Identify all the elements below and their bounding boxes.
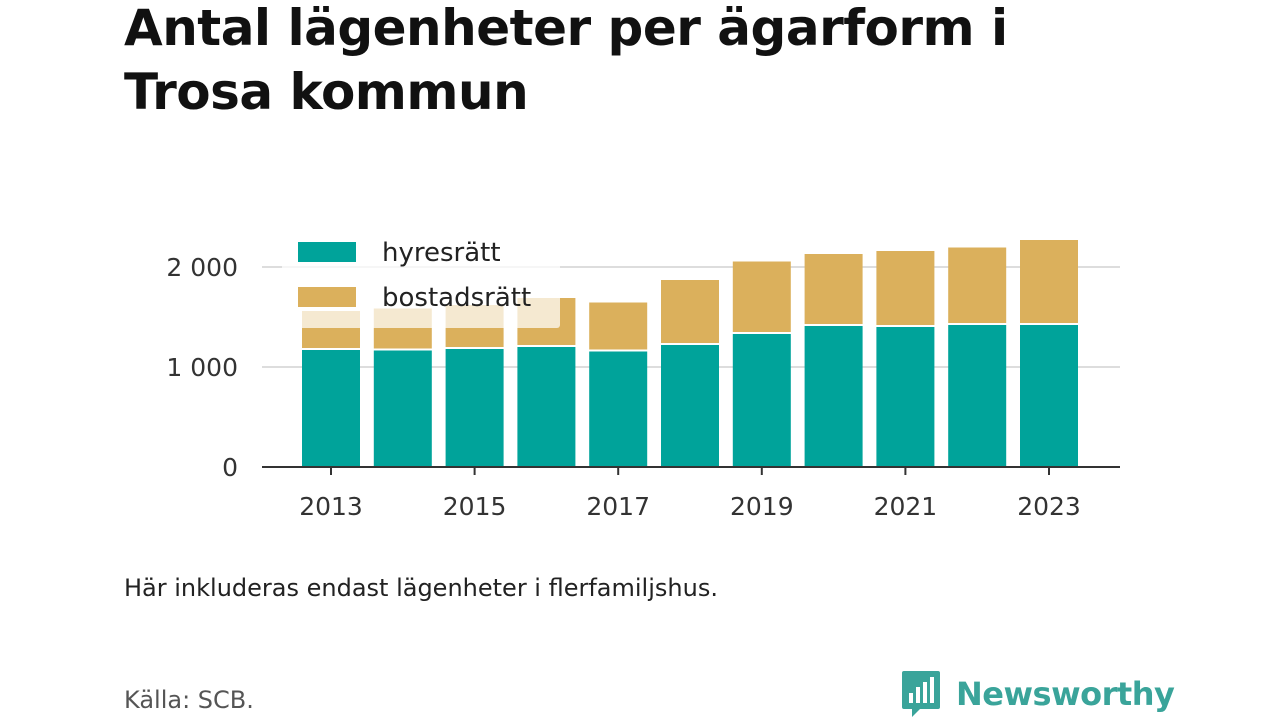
x-tick-label: 2015	[443, 492, 507, 521]
chart-title: Antal lägenheter per ägarform i Trosa ko…	[124, 0, 1008, 121]
bar-hyresratt-2013	[302, 350, 360, 467]
brand-name: Newsworthy	[956, 675, 1175, 713]
y-tick-label: 0	[222, 453, 238, 482]
newsworthy-logo-icon	[902, 671, 940, 717]
bar-bostadsratt-2022	[948, 247, 1007, 323]
bar-hyresratt-2020	[804, 326, 863, 467]
bar-hyresratt-2018	[661, 345, 719, 467]
source-credit: Källa: SCB.	[124, 686, 254, 714]
bars	[302, 240, 1078, 467]
x-tick-label: 2023	[1017, 492, 1081, 521]
chart-note: Här inkluderas endast lägenheter i flerf…	[124, 574, 718, 602]
legend-swatch-hyresratt	[298, 242, 356, 262]
bar-hyresratt-2015	[445, 349, 504, 467]
x-tick-label: 2013	[299, 492, 363, 521]
bar-bostadsratt-2018	[661, 280, 719, 343]
bar-hyresratt-2023	[1020, 325, 1078, 467]
bar-hyresratt-2014	[373, 350, 432, 467]
bar-hyresratt-2019	[732, 334, 791, 467]
bar-hyresratt-2022	[948, 325, 1007, 467]
y-tick-label: 1 000	[166, 353, 238, 382]
legend-label-bostadsratt: bostadsrätt	[382, 283, 531, 313]
x-tick-label: 2019	[730, 492, 794, 521]
bar-hyresratt-2016	[517, 347, 576, 467]
legend-label-hyresratt: hyresrätt	[382, 238, 501, 268]
bar-bostadsratt-2020	[804, 254, 863, 324]
bar-bostadsratt-2019	[732, 261, 791, 332]
bar-hyresratt-2017	[589, 351, 648, 467]
bar-bostadsratt-2023	[1020, 240, 1078, 323]
x-tick-label: 2017	[586, 492, 650, 521]
x-tick-label: 2021	[874, 492, 938, 521]
y-tick-label: 2 000	[166, 253, 238, 282]
axes: 0 1 000 2 000 2013 2015 2017 2019 2021 2023	[166, 253, 1120, 521]
legend: hyresrätt bostadsrätt	[282, 226, 560, 328]
brand-logo: Newsworthy	[900, 668, 1175, 720]
bar-bostadsratt-2017	[589, 302, 648, 350]
bar-bostadsratt-2021	[876, 251, 935, 325]
legend-swatch-bostadsratt	[298, 287, 356, 307]
bar-hyresratt-2021	[876, 327, 935, 467]
